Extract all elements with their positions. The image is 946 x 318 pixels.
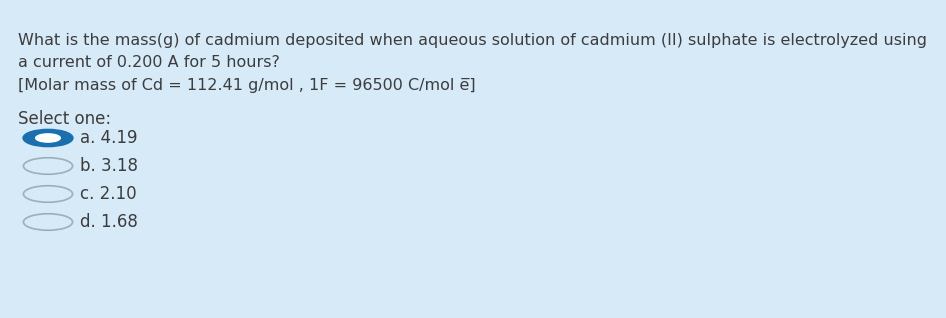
Text: [Molar mass of Cd = 112.41 g/mol , 1F = 96500 C/mol e̅]: [Molar mass of Cd = 112.41 g/mol , 1F = …	[18, 78, 476, 93]
Text: a. 4.19: a. 4.19	[80, 129, 137, 147]
Text: Select one:: Select one:	[18, 110, 111, 128]
Text: b. 3.18: b. 3.18	[80, 157, 138, 175]
Text: d. 1.68: d. 1.68	[80, 213, 138, 231]
Text: c. 2.10: c. 2.10	[80, 185, 136, 203]
Text: What is the mass(g) of cadmium deposited when aqueous solution of cadmium (II) s: What is the mass(g) of cadmium deposited…	[18, 33, 927, 48]
Text: a current of 0.200 A for 5 hours?: a current of 0.200 A for 5 hours?	[18, 55, 280, 70]
